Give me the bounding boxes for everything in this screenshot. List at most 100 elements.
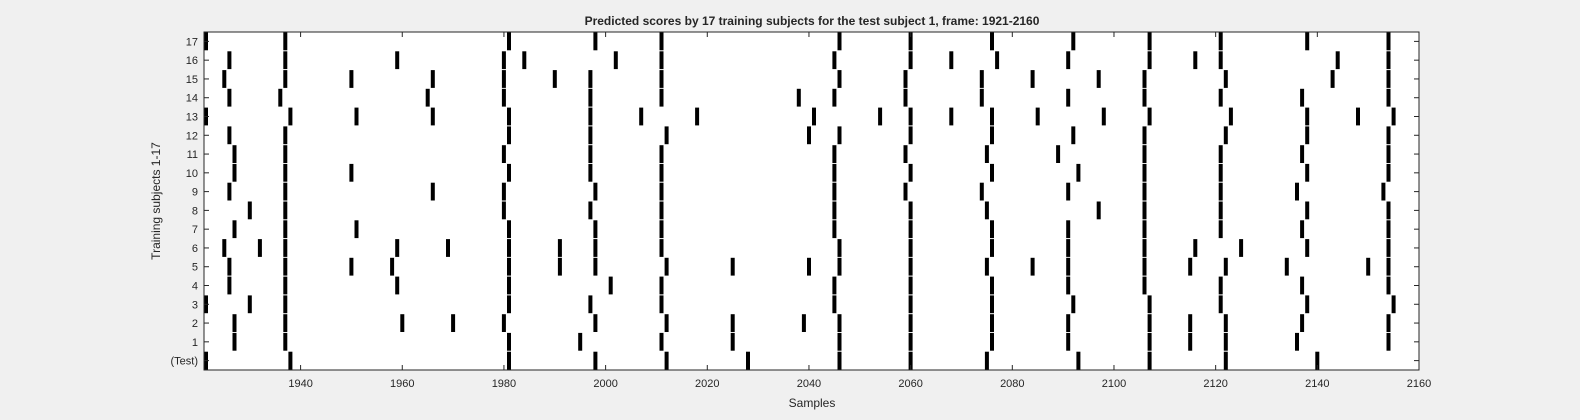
event-mark bbox=[390, 257, 395, 276]
y-tick-label: 2 bbox=[192, 318, 198, 330]
event-mark bbox=[1300, 220, 1305, 239]
y-tick-label: 4 bbox=[192, 281, 198, 293]
event-mark bbox=[227, 88, 232, 107]
event-mark bbox=[1071, 126, 1076, 145]
event-mark bbox=[990, 332, 994, 351]
event-mark bbox=[507, 351, 511, 370]
event-mark bbox=[593, 314, 598, 332]
y-tick-label: 6 bbox=[192, 243, 198, 255]
event-mark bbox=[501, 182, 506, 201]
y-tick-label: (Test) bbox=[171, 356, 199, 368]
x-tick-label: 2100 bbox=[1102, 378, 1126, 390]
event-mark bbox=[1300, 276, 1305, 295]
event-mark bbox=[1142, 145, 1147, 163]
event-mark bbox=[1386, 145, 1391, 163]
event-mark bbox=[807, 257, 811, 276]
x-axis-ticks: 1940 1960 1980 2000 2020 2040 2060 2080 2100 2120… bbox=[288, 32, 1431, 390]
event-mark bbox=[659, 332, 664, 351]
event-mark bbox=[400, 314, 405, 332]
event-mark bbox=[1391, 295, 1396, 314]
event-mark bbox=[1223, 257, 1228, 276]
event-mark bbox=[395, 276, 400, 295]
event-mark bbox=[908, 107, 913, 126]
event-mark bbox=[1142, 201, 1147, 220]
event-mark bbox=[984, 257, 989, 276]
event-mark bbox=[1386, 88, 1391, 107]
event-mark bbox=[903, 145, 908, 163]
event-mark bbox=[349, 163, 354, 182]
event-mark bbox=[1386, 276, 1391, 295]
event-mark bbox=[878, 107, 883, 126]
event-mark bbox=[593, 351, 598, 370]
event-mark bbox=[990, 163, 994, 182]
event-mark bbox=[507, 32, 511, 51]
event-mark bbox=[430, 107, 435, 126]
event-mark bbox=[730, 332, 735, 351]
y-tick-label: 11 bbox=[187, 149, 198, 161]
event-mark bbox=[1223, 70, 1228, 88]
event-mark bbox=[288, 351, 293, 370]
event-mark bbox=[247, 295, 252, 314]
event-mark bbox=[903, 182, 908, 201]
event-mark bbox=[659, 295, 664, 314]
event-mark bbox=[430, 70, 435, 88]
event-mark bbox=[507, 276, 511, 295]
x-tick-label: 1980 bbox=[492, 378, 516, 390]
event-mark bbox=[1335, 51, 1340, 70]
event-mark bbox=[1188, 332, 1193, 351]
event-mark bbox=[664, 257, 669, 276]
event-mark bbox=[1035, 107, 1040, 126]
event-mark bbox=[608, 276, 613, 295]
event-mark bbox=[1305, 126, 1310, 145]
event-mark bbox=[1142, 163, 1147, 182]
event-mark bbox=[1386, 201, 1391, 220]
event-mark bbox=[1386, 257, 1391, 276]
event-mark bbox=[659, 88, 664, 107]
event-mark bbox=[659, 145, 664, 163]
event-mark bbox=[979, 88, 984, 107]
event-mark bbox=[1218, 51, 1223, 70]
event-mark bbox=[837, 32, 842, 51]
event-mark bbox=[1223, 351, 1228, 370]
event-mark bbox=[832, 88, 837, 107]
event-mark bbox=[1330, 70, 1335, 88]
event-mark bbox=[522, 51, 527, 70]
event-mark bbox=[1147, 51, 1152, 70]
event-mark bbox=[1295, 182, 1299, 201]
event-mark bbox=[1066, 220, 1071, 239]
event-mark bbox=[1223, 314, 1228, 332]
event-mark bbox=[730, 257, 735, 276]
event-mark bbox=[1284, 257, 1289, 276]
event-mark bbox=[1300, 145, 1305, 163]
event-mark bbox=[1356, 107, 1360, 126]
event-mark bbox=[908, 257, 913, 276]
event-mark bbox=[664, 314, 669, 332]
x-tick-label: 2120 bbox=[1203, 378, 1227, 390]
x-tick-label: 2040 bbox=[797, 378, 821, 390]
event-mark bbox=[1218, 276, 1223, 295]
event-mark bbox=[283, 239, 288, 257]
event-mark bbox=[283, 332, 288, 351]
event-mark bbox=[659, 32, 664, 51]
event-mark bbox=[232, 145, 237, 163]
event-mark bbox=[283, 257, 288, 276]
event-mark bbox=[1071, 295, 1076, 314]
event-mark bbox=[908, 220, 913, 239]
y-tick-label: 13 bbox=[186, 112, 198, 124]
event-mark bbox=[796, 88, 801, 107]
event-mark bbox=[730, 314, 735, 332]
event-mark bbox=[501, 51, 506, 70]
event-mark bbox=[832, 145, 837, 163]
event-mark bbox=[1386, 314, 1391, 332]
event-mark bbox=[1193, 239, 1198, 257]
event-mark bbox=[425, 88, 430, 107]
event-mark bbox=[801, 314, 806, 332]
event-mark bbox=[807, 126, 811, 145]
event-mark bbox=[222, 239, 227, 257]
event-mark bbox=[446, 239, 450, 257]
event-mark bbox=[1142, 239, 1147, 257]
event-mark bbox=[557, 257, 562, 276]
plot-area bbox=[204, 32, 1419, 370]
event-mark bbox=[1147, 332, 1152, 351]
